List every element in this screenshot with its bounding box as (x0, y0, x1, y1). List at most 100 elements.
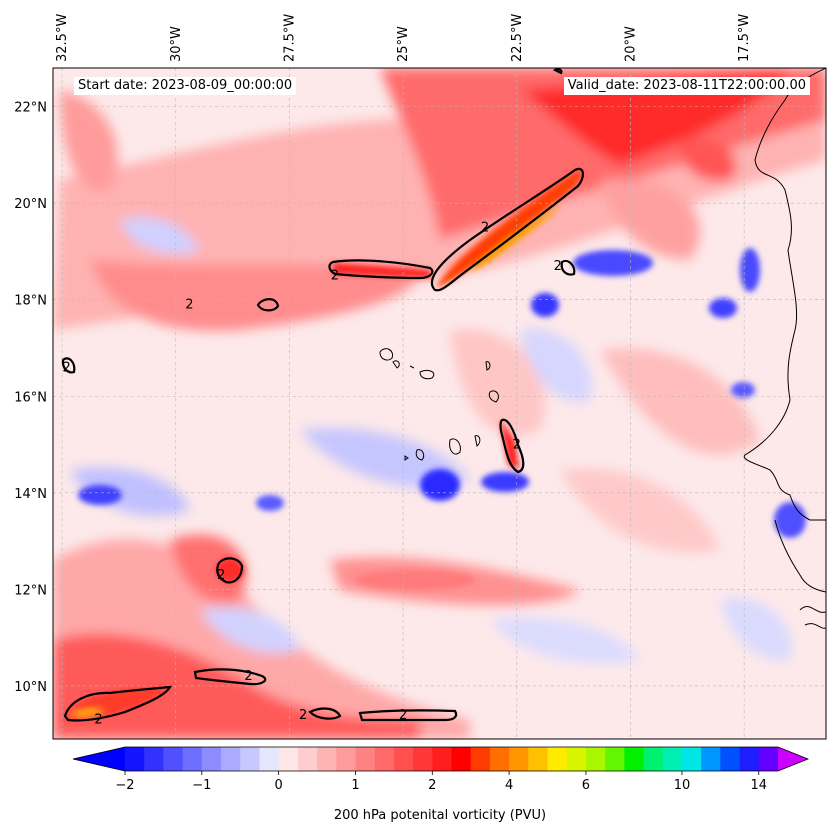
island-santo-antao (379, 348, 394, 361)
contour-ridge-north (430, 167, 584, 292)
lat-tick-label: 14°N (14, 487, 47, 502)
colorbar-cell (739, 747, 760, 771)
contour-label: 2 (217, 568, 225, 583)
contour-band-18n (328, 259, 434, 280)
colorbar-cell (125, 747, 145, 771)
graticule (53, 68, 826, 739)
island-sao-nicolau (419, 369, 435, 380)
map-panel: 2 2 2 2 2 2 2 2 2 2 2 (52, 67, 827, 740)
contour-south-band (358, 709, 458, 722)
colorbar-tick-label: 0 (275, 778, 283, 793)
lat-tick-label: 12°N (14, 583, 47, 598)
colorbar-cell (221, 747, 241, 771)
colorbar-cell (144, 747, 164, 771)
contour-label: 2 (94, 713, 102, 728)
colorbar-cell (489, 747, 510, 771)
colorbar: −2 −1 0 1 2 4 6 10 14 (72, 746, 810, 793)
colorbar-cell (317, 747, 337, 771)
islands-bijagos-2 (804, 623, 826, 629)
island-sal (485, 361, 491, 371)
colorbar-cell (624, 747, 644, 771)
colorbar-cells (125, 747, 779, 771)
lon-tick-label: 17.5°W (737, 14, 752, 62)
colorbar-tick-label: −1 (192, 778, 211, 793)
colorbar-cell (662, 747, 683, 771)
lon-tick-label: 20°W (623, 26, 638, 62)
pv-2-contours (61, 68, 584, 722)
island-fogo (415, 449, 425, 461)
contour-cape-verde (499, 418, 525, 474)
contour-south-small (308, 707, 342, 720)
colorbar-cell (509, 747, 529, 771)
colorbar-tick-label: 4 (505, 778, 513, 793)
contour-label: 2 (185, 298, 193, 313)
colorbar-cell (259, 747, 280, 771)
colorbar-tick-label: 2 (428, 778, 436, 793)
colorbar-tick-label: 6 (582, 778, 590, 793)
contour-label: 2 (331, 269, 339, 284)
lon-tick-label: 30°W (169, 26, 184, 62)
colorbar-cell (701, 747, 721, 771)
contour-small-18n (256, 298, 280, 312)
lon-tick-label: 27.5°W (282, 14, 297, 62)
map-frame (52, 67, 827, 740)
colorbar-cell (182, 747, 203, 771)
contour-southwest (63, 685, 172, 722)
colorbar-cell (278, 747, 299, 771)
contour-12n (216, 557, 244, 584)
island-santa-luzia (409, 365, 415, 369)
colorbar-title: 200 hPa potenital vorticity (PVU) (333, 808, 547, 823)
contour-label: 2 (244, 669, 252, 684)
africa-coastline (743, 68, 826, 521)
colorbar-cell (720, 747, 740, 771)
lon-tick-label: 22.5°W (510, 14, 525, 62)
contour-10n-center (193, 668, 267, 686)
colorbar-cell (566, 747, 587, 771)
colorbar-tick-label: 14 (751, 778, 768, 793)
longitude-labels: 32.5°W 30°W 27.5°W 25°W 22.5°W 20°W 17.5°W (55, 14, 752, 62)
colorbar-cell (470, 747, 491, 771)
lat-tick-label: 22°N (14, 101, 47, 116)
colorbar-ticks: −2 −1 0 1 2 4 6 10 14 (115, 771, 767, 793)
contour-label: 2 (481, 220, 489, 235)
colorbar-cell (393, 747, 414, 771)
colorbar-cell (413, 747, 433, 771)
colorbar-cell (240, 747, 260, 771)
latitude-labels: 22°N 20°N 18°N 16°N 14°N 12°N 10°N (14, 101, 47, 695)
colorbar-cell (163, 747, 184, 771)
colorbar-tick-label: 1 (351, 778, 359, 793)
contour-label: 2 (513, 438, 521, 453)
island-santiago (449, 438, 461, 455)
colorbar-cell (585, 747, 606, 771)
colorbar-tick-label: −2 (115, 778, 134, 793)
colorbar-over-arrow (778, 747, 808, 771)
lat-tick-label: 16°N (14, 390, 47, 405)
lat-tick-label: 10°N (14, 680, 47, 695)
start-date-label: Start date: 2023-08-09_00:00:00 (74, 77, 297, 95)
colorbar-cell (758, 747, 779, 771)
contour-label: 2 (299, 708, 307, 723)
island-boa-vista (488, 390, 499, 403)
colorbar-cell (528, 747, 548, 771)
contour-labels: 2 2 2 2 2 2 2 2 2 2 2 (63, 220, 562, 727)
colorbar-cell (681, 747, 702, 771)
colorbar-cell (547, 747, 568, 771)
colorbar-cell (336, 747, 356, 771)
africa-coastline-south (774, 519, 826, 593)
colorbar-under-arrow (73, 747, 125, 771)
pv-field: 2 2 2 2 2 2 2 2 2 2 2 (53, 68, 826, 739)
colorbar-outline (72, 746, 810, 772)
contour-small-east (560, 259, 576, 276)
coastlines (379, 68, 826, 629)
pv-features (63, 170, 806, 720)
colorbar-cell (297, 747, 318, 771)
colorbar-cell (432, 747, 452, 771)
colorbar-cell (643, 747, 664, 771)
island-brava (404, 455, 409, 461)
colorbar-cell (374, 747, 395, 771)
contour-label: 2 (63, 360, 71, 375)
lon-tick-label: 25°W (396, 26, 411, 62)
colorbar-cell (355, 747, 376, 771)
contour-top-edge (552, 68, 563, 75)
